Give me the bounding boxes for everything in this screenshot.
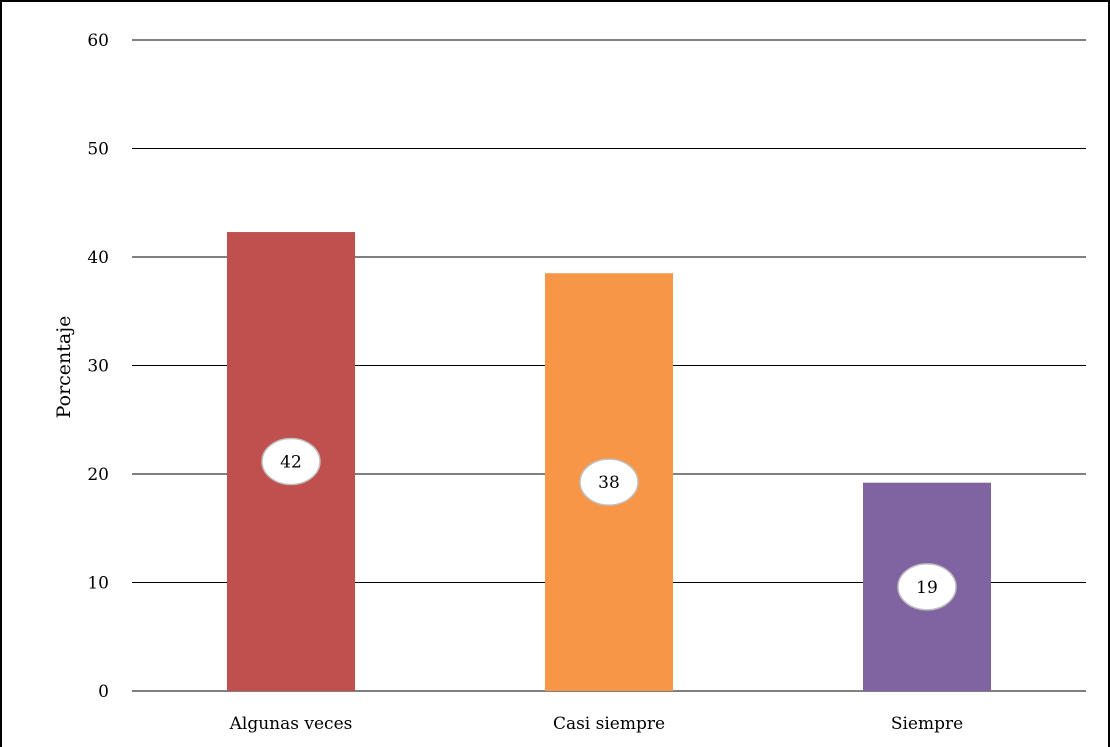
x-category-label: Casi siempre	[553, 714, 665, 734]
data-label-text: 38	[598, 473, 620, 493]
data-label-bubble	[897, 563, 957, 611]
y-axis-ticks: 0 10 20 30 40 50 60	[87, 31, 109, 702]
y-axis-title: Porcentaje	[53, 316, 75, 419]
y-tick-label: 60	[87, 31, 109, 51]
x-category-label: Siempre	[891, 714, 963, 734]
y-tick-label: 20	[87, 465, 109, 485]
y-tick-label: 30	[87, 357, 109, 377]
data-label: 38	[579, 458, 639, 506]
y-tick-label: 40	[87, 248, 109, 268]
data-label: 42	[261, 437, 321, 486]
y-tick-label: 10	[87, 574, 109, 594]
data-label-text: 19	[916, 578, 938, 598]
data-label-bubble	[261, 437, 321, 486]
y-tick-label: 0	[98, 682, 109, 702]
data-label-bubble	[579, 458, 639, 506]
x-axis-categories: Algunas veces Casi siempre Siempre	[229, 714, 964, 734]
data-labels: 42 38 19	[261, 437, 957, 611]
x-category-label: Algunas veces	[229, 714, 353, 734]
data-label: 19	[897, 563, 957, 611]
y-tick-label: 50	[87, 140, 109, 160]
data-label-text: 42	[280, 453, 302, 473]
